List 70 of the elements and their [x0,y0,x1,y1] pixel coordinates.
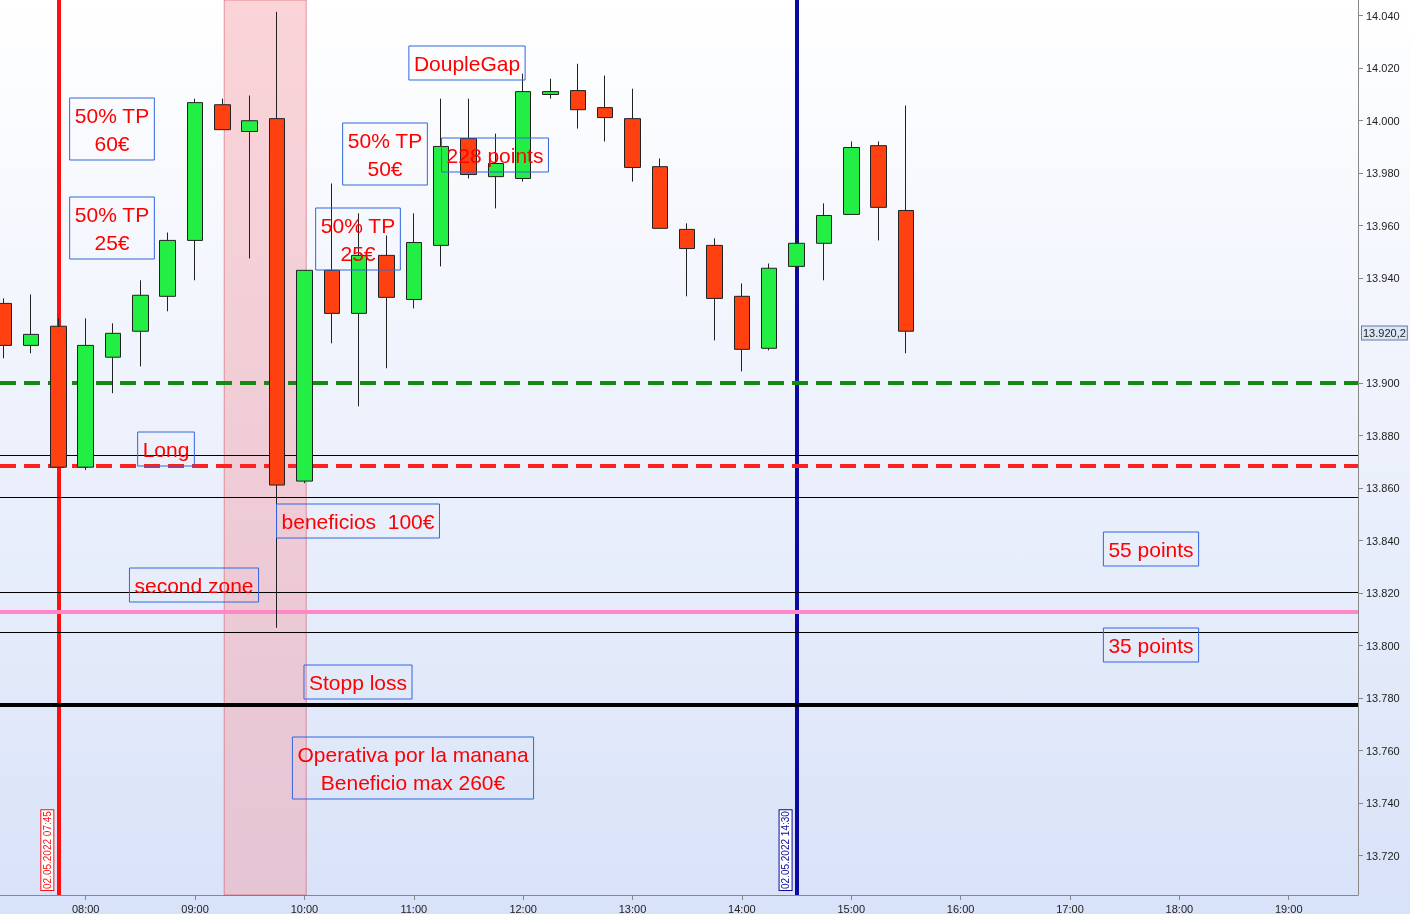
candlestick [542,78,559,100]
y-tick-label: 13.740 [1366,797,1400,810]
y-tick-label: 13.900 [1366,377,1400,390]
ref-line-label: 02.05.2022 07:45 [41,810,53,889]
y-tick-label: 14.000 [1366,114,1400,127]
candlestick [241,95,258,260]
annotation: 35 points [1108,633,1194,657]
x-tick-label: 15:00 [837,902,866,914]
y-tick-label: 14.040 [1366,9,1400,22]
candlestick [706,237,723,341]
candlestick [734,282,750,372]
ref-line-label: 02.05.2022 14:30 [780,810,792,889]
annotation: beneficios 100€ [281,509,435,533]
candlestick [105,322,121,394]
candlestick [132,279,149,367]
candlestick [159,232,176,312]
x-tick-label: 12:00 [509,902,537,914]
candlestick [570,63,586,130]
x-tick-label: 08:00 [71,902,100,914]
candlestick [214,98,231,131]
candlestick [23,293,39,354]
y-tick-label: 13.720 [1366,849,1400,862]
x-tick-label: 18:00 [1165,902,1194,914]
annotation: second zone [134,573,254,597]
x-tick-label: 17:00 [1056,902,1084,914]
y-tick-label: 13.820 [1366,587,1400,600]
x-tick-label: 11:00 [400,902,428,914]
candlestick [816,202,832,281]
text: 13.920,2 [1363,327,1406,339]
y-tick-label: 13.780 [1366,692,1400,705]
candlestick [77,317,94,471]
y-tick-label: 13.940 [1366,272,1400,285]
candlestick [843,140,860,215]
x-tick-label: 10:00 [290,902,319,914]
x-tick-label: 16:00 [946,902,975,914]
x-tick-label: 19:00 [1274,902,1303,914]
x-tick-label: 13:00 [618,902,647,914]
y-tick-label: 13.860 [1366,482,1400,495]
candlestick [898,105,914,354]
candlestick [870,140,887,241]
candlestick [597,75,613,142]
candlestick [761,263,777,351]
annotation: DoupleGap [413,51,521,75]
candlestick [788,237,805,269]
annotation: 50% TP 50€ [347,128,423,180]
candlestick [624,88,641,183]
y-tick-label: 13.980 [1366,167,1400,180]
candlestick [187,98,203,281]
candlestick [679,222,695,297]
annotation: Long [142,437,190,461]
y-tick-label: 13.760 [1366,744,1400,757]
annotation: 50% TP 60€ [74,103,150,155]
x-tick-label: 09:00 [181,902,209,914]
candlestick [296,269,313,484]
candlestick [652,158,668,229]
y-tick-label: 13.960 [1366,219,1400,232]
y-tick-label: 14.020 [1366,62,1400,75]
y-tick-label: 13.880 [1366,429,1400,442]
annotation: 50% TP 25€ [74,202,150,254]
annotation: Operativa por la manana Beneficio max 260€ [297,742,529,794]
annotation: 55 points [1108,537,1194,561]
y-tick-label: 13.840 [1366,534,1400,547]
candlestick [433,98,449,267]
x-tick-label: 14:00 [728,902,756,914]
candlestick [406,212,422,309]
candlestick [378,234,395,369]
y-tick-label: 13.800 [1366,639,1400,652]
candlestick [50,317,67,468]
candlestick [269,11,285,629]
annotation: Stopp loss [308,670,408,694]
